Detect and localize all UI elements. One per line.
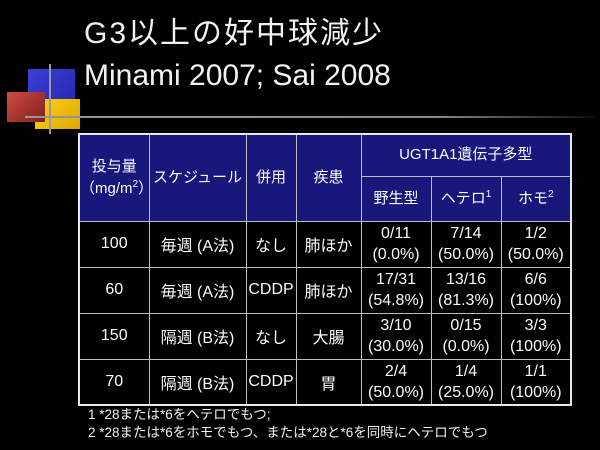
- cell-wild-type: 2/4 (50.0%): [360, 358, 432, 406]
- cell-homo: 3/3 (100%): [500, 312, 572, 360]
- cell-combination: CDDP: [245, 266, 297, 314]
- event-count: 1/1: [524, 362, 547, 380]
- column-header-genotype-group: UGT1A1遺伝子多型: [360, 133, 572, 177]
- cell-hetero: 13/16 (81.3%): [430, 266, 502, 314]
- cell-wild-type: 17/31 (54.8%): [360, 266, 432, 314]
- hetero-footnote-marker: 1: [485, 188, 492, 200]
- cell-combination: なし: [245, 220, 297, 268]
- cell-combination: CDDP: [245, 358, 297, 406]
- event-count: 6/6: [524, 271, 547, 288]
- event-rate: (100%): [509, 292, 562, 309]
- event-rate: (100%): [509, 383, 562, 401]
- column-header-wild-type: 野生型: [360, 175, 432, 222]
- cell-dose: 150: [78, 312, 150, 360]
- event-rate: (50.0%): [367, 383, 425, 401]
- event-count: 3/10: [380, 317, 412, 334]
- column-header-dose: 投与量 （mg/m2）: [78, 133, 153, 222]
- cell-disease: 胃: [295, 358, 362, 406]
- slide-title: G3以上の好中球減少 Minami 2007; Sai 2008: [84, 13, 391, 97]
- cell-schedule: 毎週 (A法): [148, 266, 247, 314]
- cell-dose: 100: [78, 220, 150, 268]
- event-rate: (25.0%): [437, 383, 495, 401]
- cell-homo: 1/1 (100%): [500, 358, 572, 406]
- column-header-homo: ホモ2: [500, 175, 572, 222]
- footnote-2: 2 *28または*6をホモでもつ、または*28と*6を同時にヘテロでもつ: [88, 424, 488, 440]
- cell-schedule: 隔週 (B法): [148, 312, 247, 360]
- cell-schedule: 隔週 (B法): [148, 358, 247, 406]
- cell-hetero: 7/14 (50.0%): [430, 220, 502, 268]
- ugt1a1-neutropenia-table: 投与量 （mg/m2） スケジュール 併用 疾患 UGT1A1遺伝子多型 野生型…: [78, 133, 572, 406]
- cell-hetero: 0/15 (0.0%): [430, 312, 502, 360]
- event-rate: (100%): [509, 338, 562, 355]
- slide-title-line-2: Minami 2007; Sai 2008: [84, 59, 391, 92]
- event-rate: (50.0%): [437, 246, 495, 263]
- column-header-hetero: ヘテロ1: [430, 175, 502, 222]
- event-count: 7/14: [450, 225, 482, 242]
- cell-hetero: 1/4 (25.0%): [430, 358, 502, 406]
- cell-schedule: 毎週 (A法): [148, 220, 247, 268]
- event-count: 1/2: [524, 225, 547, 242]
- event-rate: (0.0%): [372, 246, 420, 263]
- cell-wild-type: 3/10 (30.0%): [360, 312, 432, 360]
- cell-combination: なし: [245, 312, 297, 360]
- event-count: 13/16: [445, 271, 487, 288]
- dose-header-label: 投与量: [91, 157, 137, 175]
- cell-disease: 肺ほか: [295, 266, 362, 314]
- dose-unit-superscript: 2: [132, 178, 139, 190]
- decor-vertical-line: [49, 64, 51, 134]
- homo-footnote-marker: 2: [547, 188, 554, 200]
- title-underline-rule: [25, 116, 595, 118]
- footnote-1: 1 *28または*6をヘテロでもつ;: [88, 407, 271, 422]
- table-row: 70 隔週 (B法) CDDP 胃 2/4 (50.0%) 1/4 (25.0%…: [78, 358, 572, 406]
- column-header-combination: 併用: [245, 133, 297, 222]
- table-row: 100 毎週 (A法) なし 肺ほか 0/11 (0.0%) 7/14 (50.…: [78, 220, 572, 268]
- event-rate: (0.0%): [442, 338, 490, 355]
- event-rate: (30.0%): [367, 338, 425, 355]
- table-row: 150 隔週 (B法) なし 大腸 3/10 (30.0%) 0/15 (0.0…: [78, 312, 572, 360]
- event-count: 3/3: [524, 317, 547, 334]
- event-count: 17/31: [375, 271, 417, 288]
- event-count: 2/4: [384, 362, 408, 380]
- event-rate: (50.0%): [507, 246, 564, 263]
- footnotes: 1 *28または*6をヘテロでもつ; 2 *28または*6をホモでもつ、または*…: [88, 406, 488, 441]
- cell-dose: 70: [78, 358, 150, 406]
- table-row: 60 毎週 (A法) CDDP 肺ほか 17/31 (54.8%) 13/16 …: [78, 266, 572, 314]
- cell-disease: 大腸: [295, 312, 362, 360]
- column-header-schedule: スケジュール: [148, 133, 247, 222]
- dose-header-unit: （mg/m2）: [80, 178, 154, 197]
- event-rate: (81.3%): [437, 292, 495, 309]
- event-count: 1/4: [454, 362, 478, 380]
- cell-dose: 60: [78, 266, 150, 314]
- event-count: 0/11: [381, 225, 411, 242]
- cell-wild-type: 0/11 (0.0%): [360, 220, 432, 268]
- event-rate: (54.8%): [367, 292, 425, 309]
- slide-title-line-1: G3以上の好中球減少: [84, 17, 385, 50]
- cell-homo: 6/6 (100%): [500, 266, 572, 314]
- cell-disease: 肺ほか: [295, 220, 362, 268]
- cell-homo: 1/2 (50.0%): [500, 220, 572, 268]
- event-count: 0/15: [450, 317, 482, 334]
- column-header-disease: 疾患: [295, 133, 362, 222]
